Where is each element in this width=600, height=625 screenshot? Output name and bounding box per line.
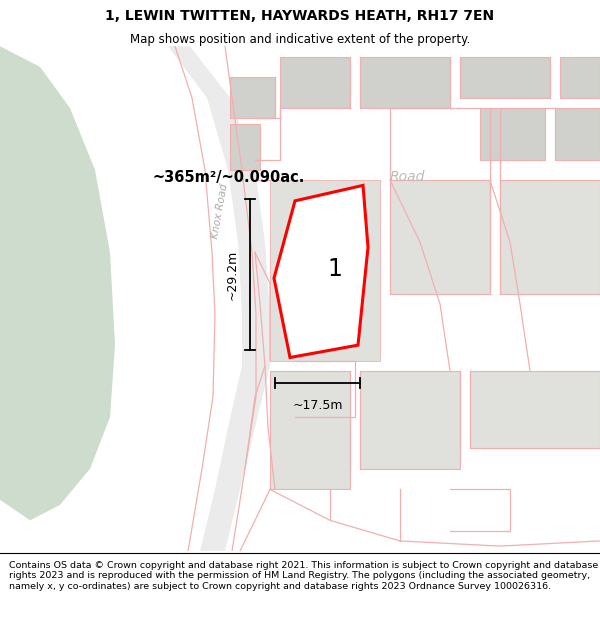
Polygon shape bbox=[230, 124, 260, 170]
Polygon shape bbox=[360, 371, 460, 469]
Polygon shape bbox=[274, 186, 368, 358]
Polygon shape bbox=[390, 180, 490, 294]
Polygon shape bbox=[460, 56, 550, 98]
Text: ~17.5m: ~17.5m bbox=[292, 399, 343, 412]
Text: ~29.2m: ~29.2m bbox=[226, 249, 239, 299]
Text: 1: 1 bbox=[327, 257, 342, 281]
Polygon shape bbox=[470, 371, 600, 448]
Polygon shape bbox=[230, 77, 275, 118]
Text: Road: Road bbox=[390, 170, 425, 184]
Polygon shape bbox=[480, 108, 545, 159]
Text: 1, LEWIN TWITTEN, HAYWARDS HEATH, RH17 7EN: 1, LEWIN TWITTEN, HAYWARDS HEATH, RH17 7… bbox=[106, 9, 494, 23]
Text: Contains OS data © Crown copyright and database right 2021. This information is : Contains OS data © Crown copyright and d… bbox=[9, 561, 598, 591]
Polygon shape bbox=[560, 56, 600, 98]
Polygon shape bbox=[500, 180, 600, 294]
Text: Knox Road: Knox Road bbox=[210, 183, 230, 239]
Text: ~365m²/~0.090ac.: ~365m²/~0.090ac. bbox=[152, 169, 304, 184]
Polygon shape bbox=[0, 46, 115, 521]
Polygon shape bbox=[555, 108, 600, 159]
Polygon shape bbox=[280, 56, 350, 108]
Text: Map shows position and indicative extent of the property.: Map shows position and indicative extent… bbox=[130, 33, 470, 46]
Polygon shape bbox=[270, 371, 350, 489]
Polygon shape bbox=[270, 180, 380, 361]
Polygon shape bbox=[360, 56, 450, 108]
Polygon shape bbox=[155, 46, 270, 551]
